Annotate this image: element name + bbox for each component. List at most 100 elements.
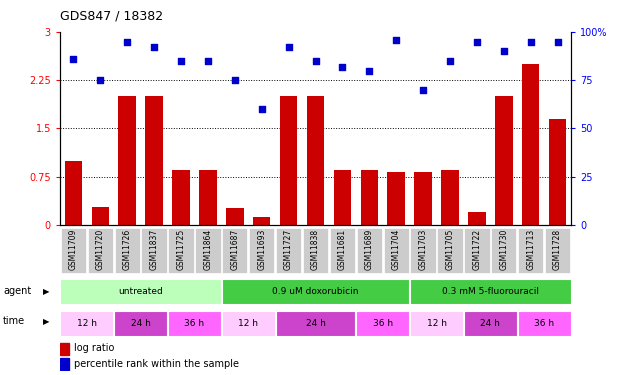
Point bbox=[553, 39, 563, 45]
Text: GSM11703: GSM11703 bbox=[418, 229, 428, 270]
FancyBboxPatch shape bbox=[88, 228, 113, 273]
Bar bbox=[119, 96, 136, 225]
FancyBboxPatch shape bbox=[61, 279, 221, 304]
FancyBboxPatch shape bbox=[61, 228, 86, 273]
Point bbox=[203, 58, 213, 64]
Text: log ratio: log ratio bbox=[74, 343, 115, 353]
Point bbox=[338, 64, 348, 70]
Text: GSM11693: GSM11693 bbox=[257, 229, 266, 270]
Point bbox=[472, 39, 482, 45]
Point bbox=[95, 77, 105, 83]
Bar bbox=[280, 96, 297, 225]
Text: ▶: ▶ bbox=[43, 287, 49, 296]
Bar bbox=[253, 217, 271, 225]
Text: GSM11838: GSM11838 bbox=[311, 229, 320, 270]
Text: GSM11730: GSM11730 bbox=[499, 229, 509, 270]
Point bbox=[149, 44, 159, 50]
FancyBboxPatch shape bbox=[195, 228, 221, 273]
Text: GSM11713: GSM11713 bbox=[526, 229, 535, 270]
FancyBboxPatch shape bbox=[222, 311, 274, 336]
Bar bbox=[307, 96, 324, 225]
Text: 24 h: 24 h bbox=[131, 319, 151, 328]
Point bbox=[498, 48, 509, 54]
FancyBboxPatch shape bbox=[114, 311, 167, 336]
Text: agent: agent bbox=[3, 286, 32, 296]
Text: 0.9 uM doxorubicin: 0.9 uM doxorubicin bbox=[272, 287, 359, 296]
FancyBboxPatch shape bbox=[410, 311, 463, 336]
FancyBboxPatch shape bbox=[518, 228, 543, 273]
Text: GSM11681: GSM11681 bbox=[338, 229, 347, 270]
Bar bbox=[334, 170, 351, 225]
Text: 12 h: 12 h bbox=[427, 319, 447, 328]
Text: ▶: ▶ bbox=[43, 317, 49, 326]
Text: untreated: untreated bbox=[118, 287, 163, 296]
Text: GSM11726: GSM11726 bbox=[122, 229, 132, 270]
Text: GSM11687: GSM11687 bbox=[230, 229, 239, 270]
FancyBboxPatch shape bbox=[249, 228, 274, 273]
Bar bbox=[226, 208, 244, 225]
Bar bbox=[145, 96, 163, 225]
Point bbox=[526, 39, 536, 45]
FancyBboxPatch shape bbox=[330, 228, 355, 273]
FancyBboxPatch shape bbox=[410, 228, 436, 273]
Text: GSM11689: GSM11689 bbox=[365, 229, 374, 270]
FancyBboxPatch shape bbox=[168, 228, 194, 273]
Bar bbox=[522, 64, 540, 225]
FancyBboxPatch shape bbox=[168, 311, 221, 336]
FancyBboxPatch shape bbox=[464, 311, 517, 336]
Point bbox=[230, 77, 240, 83]
FancyBboxPatch shape bbox=[491, 228, 516, 273]
Point bbox=[391, 37, 401, 43]
Text: 12 h: 12 h bbox=[77, 319, 97, 328]
Text: GSM11864: GSM11864 bbox=[203, 229, 213, 270]
Text: GSM11709: GSM11709 bbox=[69, 229, 78, 270]
Point bbox=[310, 58, 321, 64]
Text: 36 h: 36 h bbox=[184, 319, 204, 328]
Bar bbox=[64, 160, 82, 225]
FancyBboxPatch shape bbox=[141, 228, 167, 273]
Bar bbox=[549, 119, 567, 225]
FancyBboxPatch shape bbox=[276, 228, 301, 273]
FancyBboxPatch shape bbox=[357, 228, 382, 273]
Point bbox=[283, 44, 293, 50]
Text: GSM11728: GSM11728 bbox=[553, 229, 562, 270]
Text: GSM11727: GSM11727 bbox=[284, 229, 293, 270]
Text: percentile rank within the sample: percentile rank within the sample bbox=[74, 359, 239, 369]
Text: GSM11725: GSM11725 bbox=[177, 229, 186, 270]
FancyBboxPatch shape bbox=[384, 228, 409, 273]
Text: GSM11837: GSM11837 bbox=[150, 229, 158, 270]
Text: 36 h: 36 h bbox=[373, 319, 393, 328]
Bar bbox=[495, 96, 512, 225]
FancyBboxPatch shape bbox=[518, 311, 570, 336]
Text: 0.3 mM 5-fluorouracil: 0.3 mM 5-fluorouracil bbox=[442, 287, 539, 296]
Text: GSM11704: GSM11704 bbox=[392, 229, 401, 270]
Bar bbox=[468, 212, 486, 225]
FancyBboxPatch shape bbox=[61, 311, 113, 336]
Text: time: time bbox=[3, 316, 25, 326]
Point bbox=[364, 68, 374, 74]
Bar bbox=[172, 170, 190, 225]
FancyBboxPatch shape bbox=[545, 228, 570, 273]
Text: 12 h: 12 h bbox=[239, 319, 258, 328]
Point bbox=[122, 39, 133, 45]
FancyBboxPatch shape bbox=[464, 228, 490, 273]
Bar bbox=[360, 170, 378, 225]
Point bbox=[68, 56, 78, 62]
Text: GSM11720: GSM11720 bbox=[96, 229, 105, 270]
Point bbox=[445, 58, 455, 64]
Text: 24 h: 24 h bbox=[480, 319, 500, 328]
Bar bbox=[441, 170, 459, 225]
FancyBboxPatch shape bbox=[410, 279, 570, 304]
Point bbox=[257, 106, 267, 112]
Bar bbox=[387, 172, 405, 225]
FancyBboxPatch shape bbox=[276, 311, 355, 336]
Point bbox=[418, 87, 428, 93]
FancyBboxPatch shape bbox=[437, 228, 463, 273]
FancyBboxPatch shape bbox=[222, 279, 409, 304]
Bar bbox=[91, 207, 109, 225]
FancyBboxPatch shape bbox=[303, 228, 328, 273]
Text: 36 h: 36 h bbox=[534, 319, 554, 328]
Bar bbox=[415, 172, 432, 225]
Bar bbox=[60, 357, 69, 370]
Text: 24 h: 24 h bbox=[305, 319, 326, 328]
